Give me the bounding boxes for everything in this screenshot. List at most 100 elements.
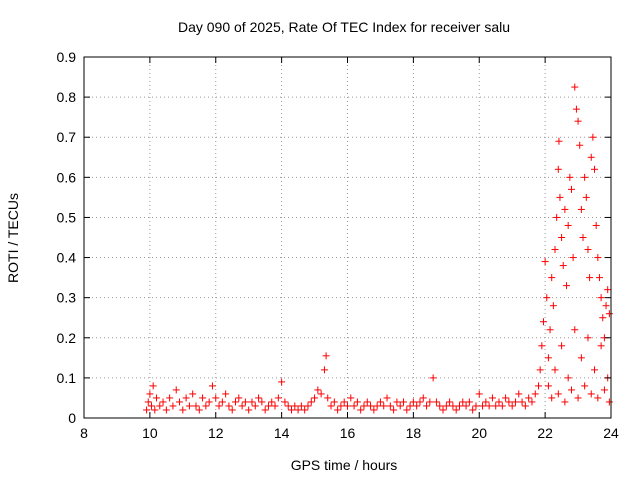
y-tick-label: 0.1 <box>57 370 77 386</box>
data-point <box>589 133 597 141</box>
data-point <box>373 402 381 410</box>
data-point <box>602 302 610 310</box>
data-point <box>192 402 200 410</box>
data-point <box>225 402 233 410</box>
y-tick-label: 0.8 <box>57 89 77 105</box>
data-point <box>149 382 157 390</box>
data-point <box>597 342 605 350</box>
data-point <box>485 402 493 410</box>
data-point <box>535 382 543 390</box>
y-tick-label: 0.5 <box>57 209 77 225</box>
data-point <box>605 310 613 318</box>
data-point <box>301 406 309 414</box>
y-tick-label: 0.2 <box>57 330 77 346</box>
data-point <box>327 402 335 410</box>
data-point <box>393 398 401 406</box>
data-point <box>409 398 417 406</box>
data-point <box>152 394 160 402</box>
data-point <box>232 398 240 406</box>
data-point <box>584 334 592 342</box>
data-point <box>185 402 193 410</box>
data-point <box>571 83 579 91</box>
y-tick-label: 0 <box>68 410 76 426</box>
data-point <box>605 398 613 406</box>
data-point <box>284 402 292 410</box>
data-point <box>169 402 177 410</box>
data-point <box>360 402 368 410</box>
data-point <box>558 342 566 350</box>
data-point <box>599 314 607 322</box>
data-point <box>482 398 490 406</box>
data-point <box>143 406 151 414</box>
data-point <box>311 394 319 402</box>
data-point <box>579 234 587 241</box>
data-point <box>469 406 477 414</box>
data-point <box>390 406 398 414</box>
data-point <box>195 406 203 414</box>
data-point <box>179 406 187 414</box>
x-tick-label: 8 <box>80 425 88 441</box>
data-point <box>148 402 156 410</box>
data-point <box>554 165 562 173</box>
data-point <box>548 274 556 282</box>
data-point <box>587 390 595 398</box>
data-point <box>347 394 355 402</box>
grid-lines <box>84 57 611 418</box>
data-point <box>541 258 549 266</box>
data-point <box>334 406 342 414</box>
data-point <box>241 398 249 406</box>
data-point <box>592 221 600 229</box>
data-point <box>324 394 332 402</box>
data-point <box>205 398 213 406</box>
data-point <box>176 398 184 406</box>
data-point <box>595 274 603 282</box>
data-point <box>591 165 599 173</box>
data-point <box>297 402 305 410</box>
data-point <box>459 398 467 406</box>
data-point <box>413 402 421 410</box>
data-point <box>577 354 585 362</box>
x-tick-label: 10 <box>142 425 158 441</box>
data-point <box>340 398 348 406</box>
data-point <box>268 398 276 406</box>
data-point <box>521 402 529 410</box>
data-point <box>536 366 544 374</box>
data-point <box>159 398 167 406</box>
data-point <box>551 246 559 254</box>
data-point <box>264 402 272 410</box>
data-point <box>212 394 220 402</box>
data-point <box>350 402 358 410</box>
data-point <box>245 406 253 414</box>
data-point <box>235 394 243 402</box>
data-point <box>518 398 526 406</box>
data-point <box>208 382 216 390</box>
tick-labels: 8 10 12 14 16 18 20 22 24 0 0.1 0.2 0.3 0.4 0.5 0.6 0.7 0… <box>57 49 619 441</box>
data-point <box>555 137 563 145</box>
data-point <box>271 402 279 410</box>
data-point <box>261 406 269 414</box>
data-point <box>539 318 547 326</box>
data-point <box>561 205 569 213</box>
data-point <box>215 402 223 410</box>
data-point <box>515 390 523 398</box>
data-point <box>337 402 345 410</box>
data-point <box>538 342 546 350</box>
data-point <box>386 402 394 410</box>
data-point <box>439 406 447 414</box>
data-point <box>370 406 378 414</box>
data-point <box>449 402 457 410</box>
y-tick-label: 0.9 <box>57 49 77 65</box>
data-point <box>567 386 575 394</box>
data-point <box>314 386 322 394</box>
data-point <box>600 386 608 394</box>
data-point <box>472 402 480 410</box>
data-point <box>591 366 599 374</box>
data-point <box>238 402 246 410</box>
data-point <box>251 402 259 410</box>
y-tick-label: 0.3 <box>57 290 77 306</box>
y-axis-label: ROTI / TECUs <box>5 193 21 283</box>
data-point <box>291 402 299 410</box>
data-point <box>558 234 566 241</box>
data-point <box>508 402 516 410</box>
